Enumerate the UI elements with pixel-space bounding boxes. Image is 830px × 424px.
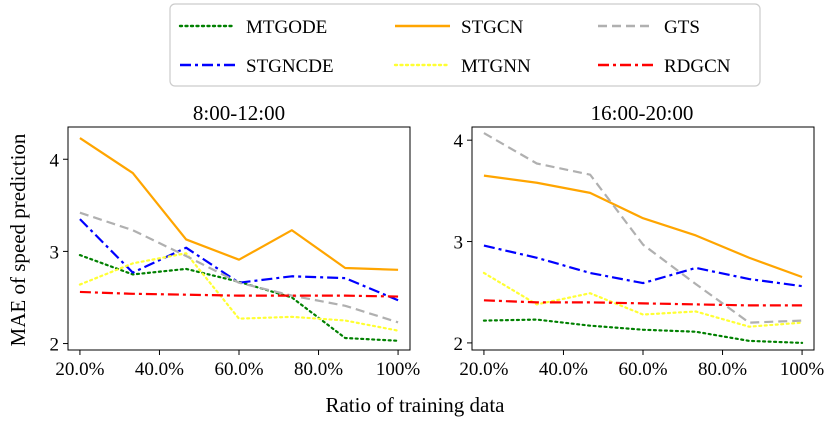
legend-items: MTGODE STGCN GTS STGNCDE MTGNN RDGCN — [178, 17, 731, 77]
chart-panel-evening: 16:00-20:00 20.0% 40.0% 60.0% 80.0% 100% 2 3 4 — [454, 101, 825, 380]
chart-title-evening: 16:00-20:00 — [591, 101, 694, 125]
series-line-gts — [79, 211, 399, 324]
series-line-stgcn — [483, 174, 803, 279]
series-line-mtgode — [482, 318, 804, 344]
chart-title-morning: 8:00-12:00 — [193, 101, 285, 125]
panel-1-series — [482, 132, 804, 344]
y-tick-label: 2 — [454, 334, 464, 355]
legend-label-gts: GTS — [664, 17, 700, 38]
series-line-rdgcn — [79, 290, 399, 298]
legend-entry-stgncde: STGNCDE — [180, 56, 334, 77]
x-tick-label: 20.0% — [55, 359, 104, 380]
series-line-mtgnn — [78, 252, 400, 332]
x-tick-label: 80.0% — [294, 359, 343, 380]
series-line-gts — [483, 132, 803, 324]
legend-entry-stgcn: STGCN — [395, 17, 524, 38]
legend-entry-rdgcn: RDGCN — [598, 56, 731, 77]
x-tick-label: 60.0% — [618, 359, 667, 380]
series-line-stgncde — [79, 218, 399, 302]
x-tick-label: 60.0% — [214, 359, 263, 380]
y-tick-label: 4 — [454, 131, 464, 152]
y-tick-label: 3 — [50, 242, 60, 263]
legend-label-stgcn: STGCN — [461, 17, 524, 38]
x-tick-label: 80.0% — [698, 359, 747, 380]
chart-panel-morning: 8:00-12:00 20.0% 40.0% 60.0% 80.0% 100% 2 3 4 — [50, 101, 421, 380]
legend-label-mtgnn: MTGNN — [461, 56, 531, 77]
series-line-stgcn — [79, 137, 399, 271]
y-tick-label: 4 — [50, 150, 60, 171]
plot-area-frame-morning — [67, 126, 411, 351]
legend-label-rdgcn: RDGCN — [664, 56, 731, 77]
series-line-stgncde — [483, 244, 803, 288]
legend-frame — [169, 3, 761, 87]
y-tick-label: 2 — [50, 335, 60, 356]
y-axis-label: MAE of speed prediction — [6, 133, 30, 346]
panel-0-series — [78, 137, 400, 342]
legend-entry-mtgnn: MTGNN — [393, 56, 531, 77]
legend-label-mtgode: MTGODE — [246, 17, 327, 38]
legend-entry-gts: GTS — [598, 17, 700, 38]
x-tick-label: 20.0% — [459, 359, 508, 380]
y-tick-label: 3 — [454, 233, 464, 254]
x-tick-label: 40.0% — [539, 359, 588, 380]
legend-label-stgncde: STGNCDE — [246, 56, 334, 77]
series-line-mtgnn — [482, 271, 804, 328]
legend-entry-mtgode: MTGODE — [178, 17, 327, 38]
x-tick-label: 100% — [376, 359, 421, 380]
x-axis-label: Ratio of training data — [325, 393, 505, 417]
series-line-rdgcn — [483, 299, 803, 307]
x-tick-label: 40.0% — [135, 359, 184, 380]
x-tick-label: 100% — [780, 359, 825, 380]
panel-0-ticks: 20.0% 40.0% 60.0% 80.0% 100% 2 3 4 — [50, 150, 421, 380]
legend: MTGODE STGCN GTS STGNCDE MTGNN RDGCN — [169, 3, 761, 87]
panel-1-ticks: 20.0% 40.0% 60.0% 80.0% 100% 2 3 4 — [454, 131, 825, 380]
plot-area-frame-evening — [471, 126, 815, 351]
